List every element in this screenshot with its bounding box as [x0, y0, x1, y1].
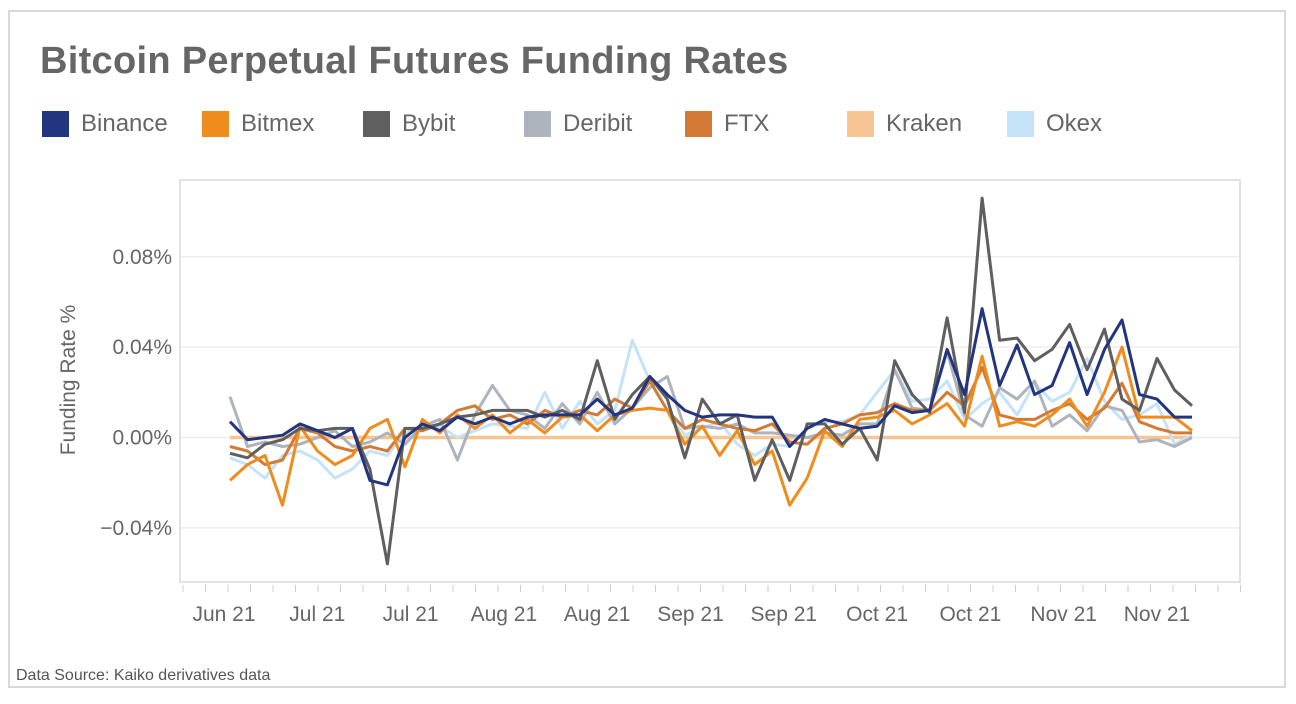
- legend-item-binance[interactable]: Binance: [42, 110, 168, 137]
- legend-item-kraken[interactable]: Kraken: [847, 110, 963, 137]
- x-tick-label: Sep 21: [657, 603, 724, 626]
- x-tick-label: Oct 21: [939, 603, 1001, 626]
- legend-swatch: [1007, 111, 1034, 137]
- legend-item-bitmex[interactable]: Bitmex: [202, 110, 315, 137]
- legend-item-bybit[interactable]: Bybit: [363, 110, 456, 137]
- legend-swatch: [363, 111, 390, 137]
- legend-item-ftx[interactable]: FTX: [685, 110, 770, 137]
- legend-swatch: [202, 111, 229, 137]
- x-tick-label: Jul 21: [383, 603, 439, 626]
- x-tick-label: Aug 21: [564, 603, 631, 626]
- plot-area: [179, 179, 1241, 583]
- y-axis-label: Funding Rate %: [57, 305, 80, 456]
- x-tick-label: Aug 21: [471, 603, 538, 626]
- legend-label: Deribit: [563, 110, 633, 137]
- legend-label: Okex: [1046, 110, 1103, 137]
- chart-title: Bitcoin Perpetual Futures Funding Rates: [40, 40, 789, 82]
- legend-label: Bitmex: [241, 110, 315, 137]
- y-tick-label: 0.00%: [112, 426, 172, 449]
- legend-label: FTX: [724, 110, 770, 137]
- x-tick-label: Sep 21: [751, 603, 818, 626]
- legend-label: Bybit: [402, 110, 456, 137]
- y-tick-label: −0.04%: [100, 517, 172, 540]
- legend-item-deribit[interactable]: Deribit: [524, 110, 633, 137]
- series-line-bitmex: [228, 345, 1193, 507]
- chart-frame: [8, 10, 1286, 688]
- legend-swatch: [42, 111, 69, 137]
- x-tick-label: Nov 21: [1030, 603, 1097, 626]
- legend-swatch: [847, 111, 874, 137]
- legend-item-okex[interactable]: Okex: [1007, 110, 1103, 137]
- legend-label: Binance: [81, 110, 168, 137]
- legend-swatch: [524, 111, 551, 137]
- x-tick-label: Jul 21: [289, 603, 345, 626]
- series-line-binance: [228, 307, 1192, 487]
- y-tick-label: 0.04%: [112, 336, 172, 359]
- legend-swatch: [685, 111, 712, 137]
- series-line-bybit: [229, 196, 1194, 566]
- x-tick-label: Nov 21: [1124, 603, 1191, 626]
- legend-label: Kraken: [886, 110, 963, 137]
- x-tick-label: Jun 21: [192, 603, 255, 626]
- series-line-ftx: [229, 365, 1192, 467]
- x-tick-label: Oct 21: [846, 603, 908, 626]
- data-source-note: Data Source: Kaiko derivatives data: [16, 667, 271, 684]
- y-tick-label: 0.08%: [112, 246, 172, 269]
